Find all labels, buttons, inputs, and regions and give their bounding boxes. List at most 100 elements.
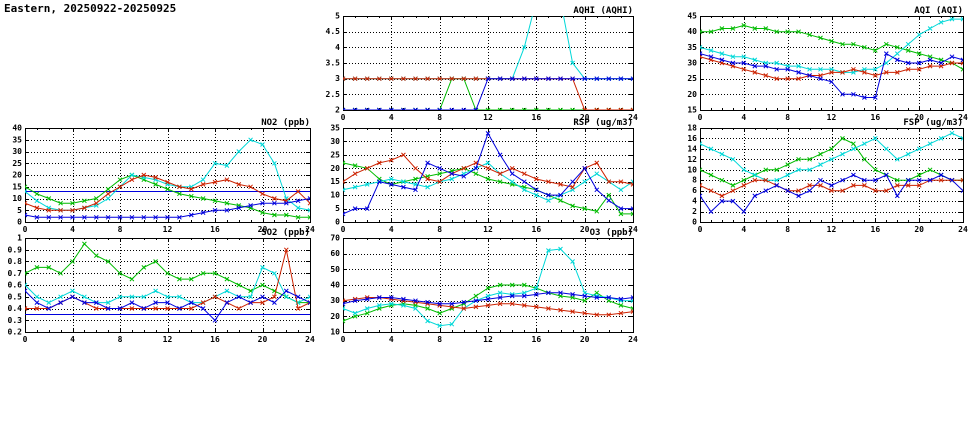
- series-line-green: [700, 137, 963, 186]
- gridlines: [343, 238, 633, 332]
- svg-text:40: 40: [12, 124, 22, 133]
- svg-text:0: 0: [17, 218, 22, 227]
- svg-text:4: 4: [741, 113, 746, 122]
- svg-text:0: 0: [698, 113, 703, 122]
- series-markers-blue: [25, 288, 310, 323]
- svg-text:24: 24: [958, 225, 968, 234]
- svg-text:5: 5: [17, 206, 22, 215]
- svg-text:8: 8: [785, 225, 790, 234]
- svg-text:0.6: 0.6: [8, 281, 23, 290]
- svg-text:4: 4: [70, 225, 75, 234]
- gridlines: [343, 128, 633, 222]
- y-tick-labels: 15 20 25 30 35 40 45: [687, 12, 697, 115]
- svg-text:0: 0: [698, 225, 703, 234]
- svg-text:60: 60: [330, 249, 340, 258]
- svg-text:8: 8: [118, 335, 123, 344]
- plot-border: [343, 238, 634, 333]
- svg-text:8: 8: [118, 225, 123, 234]
- chart-o3: 10 20 30 40 50 60 70 0 4 8 12 16 20 24 O3 (ppb): [321, 227, 641, 345]
- series-markers-green: [700, 23, 963, 72]
- y-tick-labels: 0 5 10 15 20 25 30 35: [330, 124, 340, 227]
- plot-border: [700, 16, 964, 111]
- svg-text:4.5: 4.5: [326, 27, 341, 36]
- plot-border: [700, 128, 964, 223]
- x-tick-labels: 0 4 8 12 16 20 24: [698, 225, 968, 234]
- svg-text:20: 20: [914, 113, 924, 122]
- chart-title-aqhi: AQHI (AQHI): [573, 6, 633, 16]
- chart-svg-rsp: 0 5 10 15 20 25 30 35 0 4 8 12 16 20 24 RSP (ug/m3): [330, 118, 638, 234]
- svg-text:30: 30: [687, 59, 697, 68]
- svg-text:20: 20: [330, 164, 340, 173]
- svg-text:0: 0: [23, 335, 28, 344]
- chart-title-no2: NO2 (ppb): [261, 118, 310, 128]
- x-tick-labels: 0 4 8 12 16 20 24: [23, 335, 315, 344]
- svg-text:25: 25: [12, 159, 22, 168]
- chart-title-so2: SO2 (ppb): [261, 228, 310, 238]
- svg-text:12: 12: [827, 225, 837, 234]
- svg-text:2: 2: [335, 106, 340, 115]
- svg-text:4: 4: [70, 335, 75, 344]
- svg-text:20: 20: [330, 312, 340, 321]
- y-tick-labels: 2 2.5 3 3.5 4 4.5 5: [326, 12, 341, 115]
- chart-so2: 0.2 0.3 0.4 0.5 0.6 0.7 0.8 0.9 1 0 4 8 12 16 20 24 SO2 …: [3, 227, 318, 345]
- svg-text:15: 15: [330, 177, 340, 186]
- svg-text:35: 35: [330, 124, 340, 133]
- svg-text:10: 10: [330, 191, 340, 200]
- svg-text:24: 24: [305, 335, 315, 344]
- svg-text:15: 15: [12, 182, 22, 191]
- svg-text:16: 16: [532, 335, 542, 344]
- series-markers-red: [700, 54, 963, 82]
- svg-text:0: 0: [692, 218, 697, 227]
- svg-text:0: 0: [335, 218, 340, 227]
- svg-text:0.2: 0.2: [8, 328, 23, 337]
- plot-border: [25, 238, 311, 333]
- svg-text:5: 5: [335, 204, 340, 213]
- series-line-red: [25, 249, 310, 310]
- series-line-blue: [700, 52, 963, 98]
- svg-text:8: 8: [437, 225, 442, 234]
- svg-text:0.8: 0.8: [8, 257, 23, 266]
- chart-svg-aqi: 15 20 25 30 35 40 45 0 4 8 12 16 20 24 AQI (AQI): [687, 6, 968, 122]
- svg-text:3: 3: [335, 74, 340, 83]
- series-line-blue: [25, 290, 310, 322]
- chart-svg-so2: 0.20.30.40.50.60.70.80.910 4 8 12 16 20 24SO2 …: [8, 228, 315, 344]
- svg-text:24: 24: [628, 335, 638, 344]
- svg-text:14: 14: [687, 144, 697, 153]
- svg-text:18: 18: [687, 124, 697, 133]
- svg-text:12: 12: [687, 155, 697, 164]
- svg-text:4: 4: [389, 335, 394, 344]
- svg-text:4: 4: [389, 225, 394, 234]
- axis-ticks: [343, 128, 634, 223]
- chart-no2: 0 5 10 15 20 25 30 35 40 0 4 8 12 16 20 24 NO2 (ppb): [3, 117, 318, 235]
- series-markers-red: [343, 152, 633, 190]
- series-markers-blue: [343, 76, 633, 110]
- plot-border: [25, 128, 311, 223]
- svg-text:25: 25: [687, 74, 697, 83]
- svg-text:16: 16: [871, 113, 881, 122]
- chart-aqhi: 2 2.5 3 3.5 4 4.5 5 0 4 8 12 16 20 24 AQHI (AQHI): [321, 5, 641, 123]
- series-markers-cyan: [700, 130, 963, 183]
- svg-text:20: 20: [914, 225, 924, 234]
- chart-aqi: 15 20 25 30 35 40 45 0 4 8 12 16 20 24 AQI (AQI): [678, 5, 971, 123]
- x-tick-labels: 0 4 8 12 16 20 24: [23, 225, 315, 234]
- svg-text:12: 12: [483, 335, 493, 344]
- chart-title-o3: O3 (ppb): [590, 228, 633, 238]
- svg-text:40: 40: [687, 27, 697, 36]
- svg-text:2.5: 2.5: [326, 90, 341, 99]
- svg-text:0.7: 0.7: [8, 269, 23, 278]
- svg-text:0: 0: [341, 113, 346, 122]
- series-markers-red: [25, 247, 310, 311]
- series-markers-red: [25, 172, 310, 213]
- plot-border: [343, 16, 634, 111]
- series-markers-blue: [343, 131, 633, 217]
- x-tick-labels: 0 4 8 12 16 20 24: [341, 225, 638, 234]
- svg-text:45: 45: [687, 12, 697, 21]
- svg-text:4: 4: [335, 43, 340, 52]
- svg-text:8: 8: [437, 335, 442, 344]
- svg-text:16: 16: [210, 335, 220, 344]
- y-tick-labels: 0 5 10 15 20 25 30 35 40: [12, 124, 22, 227]
- svg-text:12: 12: [163, 335, 173, 344]
